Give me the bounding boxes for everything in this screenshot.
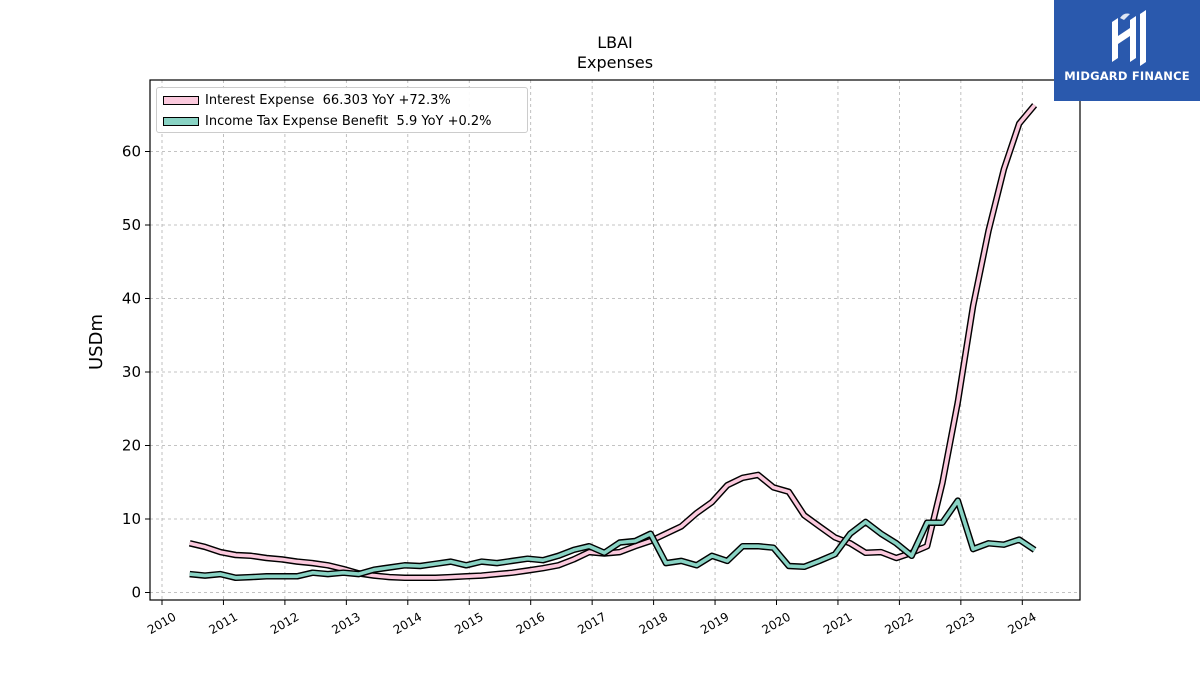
legend: Interest Expense 66.303 YoY +72.3% Incom…: [156, 87, 528, 133]
x-tick-label: 2011: [206, 610, 239, 637]
x-tick-label: 2023: [944, 610, 977, 637]
x-tick-label: 2010: [145, 610, 178, 637]
chart-title: LBAI: [597, 33, 633, 52]
y-tick-label: 30: [122, 363, 141, 381]
midgard-logo-icon: [1112, 10, 1146, 66]
x-tick-label: 2019: [698, 610, 731, 637]
y-tick-label: 60: [122, 143, 141, 161]
x-tick-label: 2017: [575, 610, 608, 637]
legend-item-interest-expense: Interest Expense 66.303 YoY +72.3%: [163, 91, 451, 109]
series-outline-0: [188, 103, 1038, 582]
y-tick-label: 50: [122, 216, 141, 234]
y-tick-label: 40: [122, 290, 141, 308]
x-tick-label: 2022: [882, 610, 915, 637]
plot-frame: [149, 79, 1081, 601]
chart-subtitle: Expenses: [577, 53, 653, 72]
tick-layer: 2010 2011 2012 2013 2014 2015 2016 2017 2018 2019…: [122, 143, 1039, 638]
x-tick-label: 2015: [452, 610, 485, 637]
grid-layer: [150, 80, 1080, 600]
series-line-1: [189, 498, 1036, 580]
series-line-0: [189, 104, 1036, 580]
x-tick-label: 2013: [329, 610, 362, 637]
series-layer: [188, 103, 1038, 582]
legend-label-income-tax: Income Tax Expense Benefit 5.9 YoY +0.2%: [205, 113, 492, 129]
x-tick-label: 2016: [514, 610, 547, 637]
legend-swatch-income-tax: [163, 116, 199, 126]
x-tick-label: 2021: [821, 610, 854, 637]
y-axis-label: USDm: [86, 314, 107, 370]
x-tick-label: 2020: [760, 610, 793, 637]
logo-text: MIDGARD FINANCE: [1064, 69, 1190, 83]
x-tick-label: 2012: [268, 610, 301, 637]
x-tick-label: 2018: [637, 610, 670, 637]
x-tick-label: 2024: [1005, 610, 1038, 637]
y-tick-label: 10: [122, 510, 141, 528]
midgard-finance-logo: MIDGARD FINANCE: [1054, 0, 1200, 101]
legend-item-income-tax: Income Tax Expense Benefit 5.9 YoY +0.2%: [163, 112, 492, 130]
y-tick-label: 0: [131, 584, 141, 602]
legend-label-interest-expense: Interest Expense 66.303 YoY +72.3%: [205, 92, 451, 108]
legend-swatch-interest-expense: [163, 95, 199, 105]
y-tick-label: 20: [122, 437, 141, 455]
x-tick-label: 2014: [391, 610, 424, 637]
